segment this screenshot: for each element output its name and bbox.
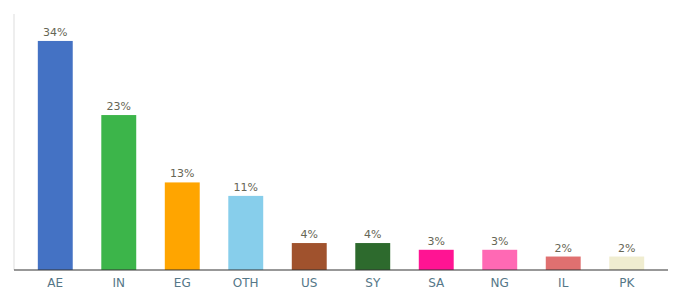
y-axis-line: [14, 14, 15, 270]
x-tick-label: OTH: [233, 276, 259, 290]
data-label: 4%: [364, 228, 381, 241]
data-label: 3%: [491, 235, 508, 248]
bar: [101, 115, 136, 270]
chart: AE IN EG OTH US SY SA NG IL PK 34% 23% 13% 11% 4% 4% 3% 3…: [0, 0, 680, 300]
x-axis-line: [14, 269, 668, 270]
x-tick-label: US: [301, 276, 317, 290]
bar: [419, 250, 454, 270]
data-label: 34%: [43, 26, 67, 39]
bar: [546, 257, 581, 270]
x-tick-label: SY: [365, 276, 381, 290]
data-label: 13%: [170, 167, 194, 180]
bar: [609, 257, 644, 270]
data-label: 23%: [107, 100, 131, 113]
bars: [38, 41, 644, 270]
x-tick-label: SA: [428, 276, 445, 290]
x-tick-label: EG: [174, 276, 191, 290]
bar: [482, 250, 517, 270]
data-label: 4%: [301, 228, 318, 241]
bar: [355, 243, 390, 270]
data-label: 2%: [618, 242, 635, 255]
bar: [165, 182, 200, 270]
x-tick-label: NG: [491, 276, 509, 290]
bar: [38, 41, 73, 270]
x-tick-label: PK: [619, 276, 635, 290]
x-tick-label: IL: [558, 276, 569, 290]
bar: [228, 196, 263, 270]
data-label: 2%: [555, 242, 572, 255]
data-label: 3%: [428, 235, 445, 248]
data-label: 11%: [234, 181, 258, 194]
x-tick-label: IN: [113, 276, 126, 290]
bar: [292, 243, 327, 270]
x-tick-label: AE: [47, 276, 63, 290]
